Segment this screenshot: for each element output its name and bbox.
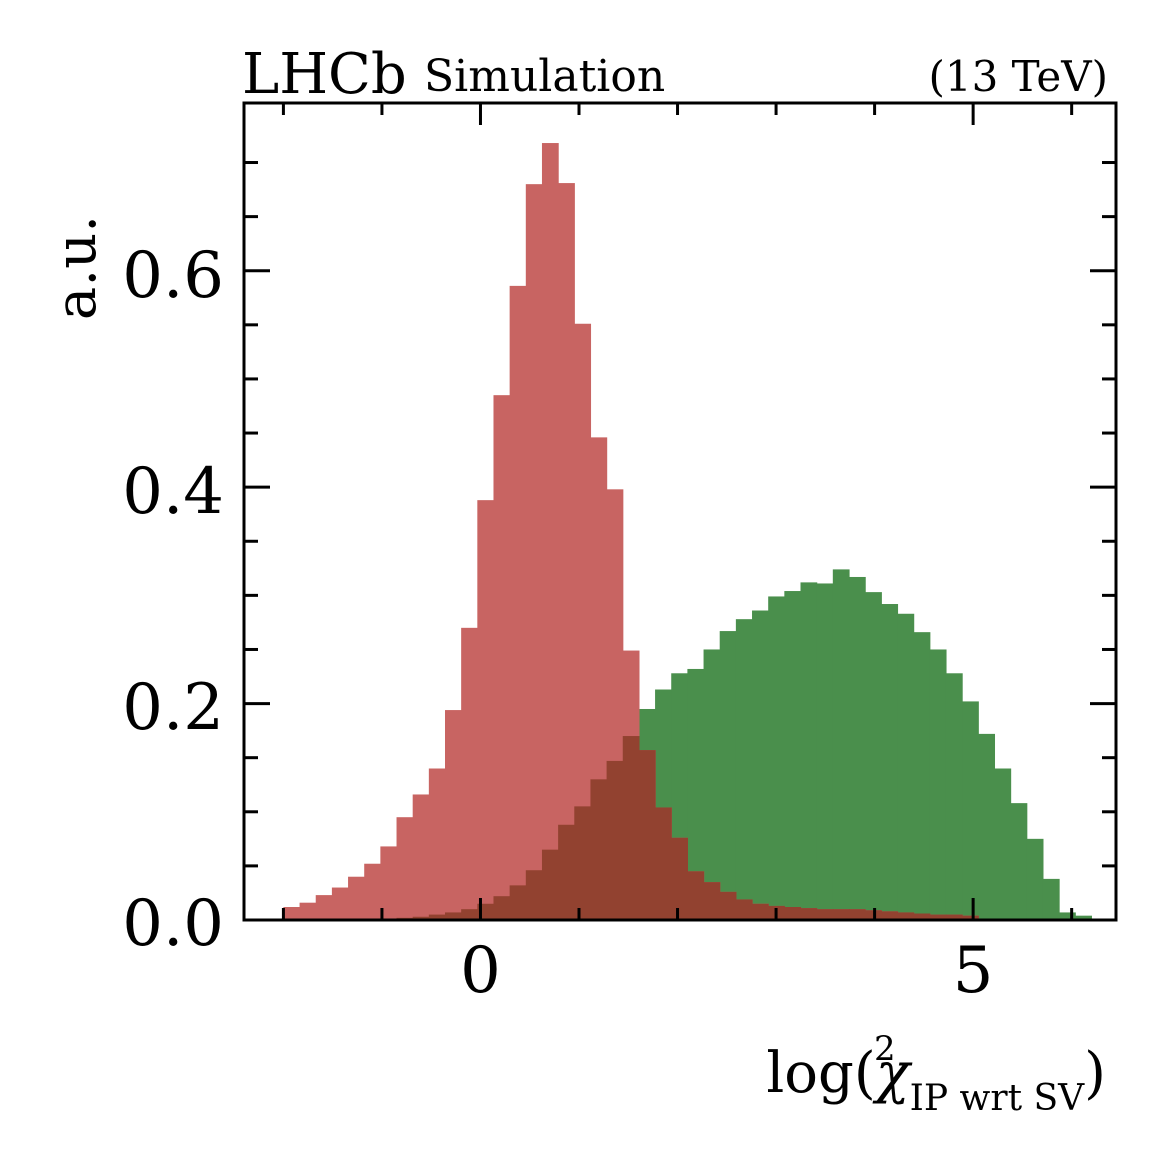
x-axis-title-superscript: 2 (874, 1029, 896, 1069)
overlap-bar (493, 896, 511, 920)
overlap-bar (606, 760, 624, 920)
green-bar (1042, 878, 1060, 920)
overlap-bar (622, 736, 640, 920)
green-bar (897, 613, 915, 920)
overlap-bar (897, 912, 915, 920)
green-bar (832, 569, 850, 920)
green-bar (703, 649, 721, 920)
overlap-bar (752, 903, 769, 920)
overlap-bar (541, 849, 559, 920)
green-bar (945, 673, 963, 920)
red-bar (525, 184, 543, 920)
red-bar (493, 395, 511, 920)
red-bar (364, 863, 381, 920)
overlap-bar (428, 914, 446, 920)
y-axis-title: a.u. (44, 215, 109, 320)
experiment-label: LHCb (242, 42, 407, 107)
red-bar (461, 627, 478, 920)
energy-label: (13 TeV) (928, 52, 1108, 101)
red-bar (541, 143, 559, 921)
green-bar (1026, 838, 1044, 920)
overlap-bar (719, 891, 737, 920)
x-axis-title-suffix: ) (1084, 1041, 1106, 1106)
overlap-bar (574, 806, 592, 920)
green-bar (962, 701, 979, 920)
overlap-bar (590, 779, 608, 920)
overlap-bar (832, 909, 850, 920)
x-axis-title: log(χIP wrt SV) (766, 1041, 1106, 1119)
red-bar (428, 768, 446, 920)
overlap-bar (848, 909, 866, 920)
x-tick-label-0: 0 (460, 934, 501, 1008)
green-bar (784, 591, 802, 920)
simulation-label: Simulation (424, 51, 665, 102)
red-bar (283, 907, 301, 920)
green-bar (913, 632, 931, 920)
overlap-bar (800, 908, 818, 920)
green-bar (719, 631, 737, 920)
red-bar (558, 183, 575, 920)
overlap-bar (962, 915, 979, 920)
plot-frame (242, 101, 1118, 922)
overlap-bar (461, 909, 478, 920)
x-axis-title-prefix: log( (766, 1041, 875, 1106)
overlap-bar (638, 750, 656, 920)
green-bar (768, 596, 785, 920)
overlap-bar (445, 912, 462, 920)
overlap-histogram-region (396, 736, 979, 920)
overlap-bar (735, 899, 753, 920)
red-bar (348, 876, 365, 920)
overlap-bar (509, 885, 527, 920)
y-tick-label-0.4: 0.4 (122, 455, 224, 529)
overlap-bar (558, 824, 575, 920)
overlap-bar (784, 907, 802, 920)
x-axis-title-subscript: IP wrt SV (910, 1078, 1085, 1119)
x-axis-title-symbol: χ (872, 1041, 913, 1106)
red-bar (477, 500, 495, 920)
overlap-bar (816, 909, 834, 920)
red-bar (380, 846, 398, 920)
overlap-bar (525, 870, 543, 920)
red-bar (396, 817, 414, 920)
overlap-bar (412, 916, 430, 920)
green-bar (978, 733, 996, 920)
y-tick-label-0.6: 0.6 (122, 239, 224, 313)
green-bar (816, 583, 834, 920)
y-tick-label-0.2: 0.2 (122, 671, 224, 745)
overlap-bar (687, 871, 705, 920)
green-bar (1075, 915, 1092, 920)
green-bar (865, 592, 882, 920)
y-tick-label-0: 0.0 (122, 887, 224, 961)
red-bar (509, 285, 527, 920)
green-bar (929, 649, 947, 920)
overlap-bar (945, 914, 963, 920)
red-bar (445, 710, 462, 920)
red-bar (574, 323, 592, 920)
x-tick-label-5: 5 (953, 934, 994, 1008)
green-bar (800, 582, 818, 920)
overlap-bar (929, 914, 947, 920)
green-bar (752, 610, 769, 920)
overlap-bar (913, 913, 931, 920)
red-bar (331, 887, 349, 920)
green-bar (994, 768, 1012, 920)
green-bar (687, 668, 705, 920)
green-bar (1010, 803, 1028, 920)
red-bar (299, 902, 317, 920)
overlap-bar (881, 911, 899, 920)
green-bar (735, 619, 753, 920)
green-bar (848, 576, 866, 920)
overlap-bar (655, 807, 672, 920)
overlap-bar (671, 837, 688, 920)
red-bar (315, 895, 333, 920)
green-bar (881, 604, 899, 920)
axis-ticks (244, 103, 1116, 922)
red-bar (412, 794, 430, 920)
overlap-bar (703, 882, 721, 920)
green-bar (1059, 912, 1076, 920)
